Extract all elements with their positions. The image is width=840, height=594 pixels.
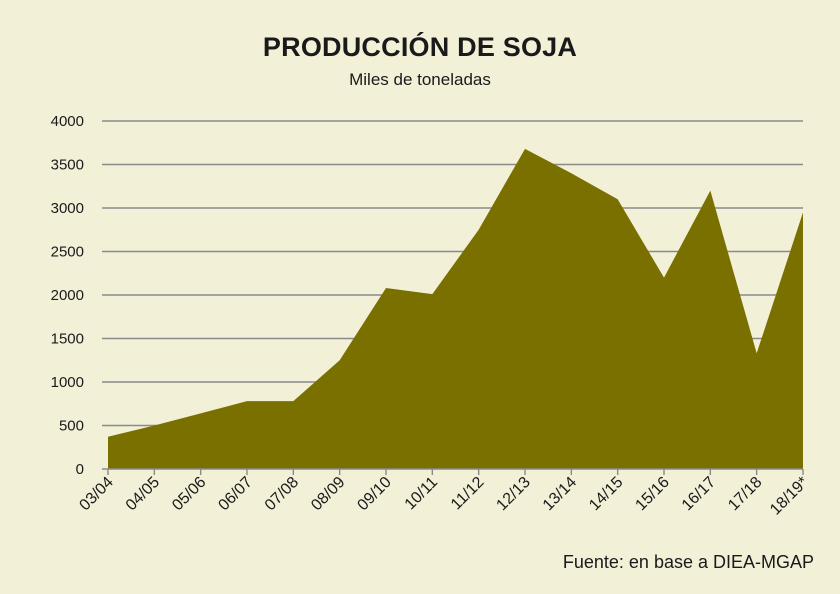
x-tick-label: 06/07 (215, 474, 255, 514)
y-tick-label: 4000 (51, 113, 84, 130)
y-tick-labels: 0 500 1000 1500 2000 2500 3000 3500 4000 (51, 113, 84, 478)
x-tick-label: 04/05 (123, 474, 163, 514)
y-tick-label: 500 (59, 418, 84, 435)
x-tick-label: 07/08 (262, 474, 302, 514)
x-tick-labels: 03/04 04/05 05/06 06/07 07/08 08/09 09/10 10/11… (76, 474, 811, 519)
x-tick-label: 15/16 (632, 474, 672, 514)
x-tick-label: 17/18 (725, 474, 765, 514)
y-tick-label: 1000 (51, 374, 84, 391)
area-series (108, 148, 803, 469)
axes (102, 468, 804, 475)
x-tick-label: 18/19* (767, 474, 812, 519)
x-tick-label: 13/14 (540, 474, 580, 514)
y-tick-label: 2500 (51, 244, 84, 261)
x-tick-label: 14/15 (586, 474, 626, 514)
source-note: Fuente: en base a DIEA-MGAP (562, 552, 814, 572)
chart-title: PRODUCCIÓN DE SOJA (262, 32, 578, 62)
x-tick-label: 12/13 (493, 474, 533, 514)
y-tick-label: 0 (76, 461, 84, 478)
chart-subtitle: Miles de toneladas (349, 70, 491, 89)
x-tick-label: 11/12 (448, 474, 488, 514)
area-fill (108, 148, 803, 469)
y-tick-label: 3000 (51, 200, 84, 217)
x-tick-label: 03/04 (76, 474, 116, 514)
x-tick-label: 05/06 (169, 474, 209, 514)
y-tick-label: 2000 (51, 287, 84, 304)
y-tick-label: 3500 (51, 157, 84, 174)
x-tick-label: 09/10 (354, 474, 394, 514)
x-tick-label: 08/09 (308, 474, 348, 514)
x-tick-label: 10/11 (402, 474, 442, 514)
x-tick-label: 16/17 (679, 474, 719, 514)
y-tick-label: 1500 (51, 331, 84, 348)
